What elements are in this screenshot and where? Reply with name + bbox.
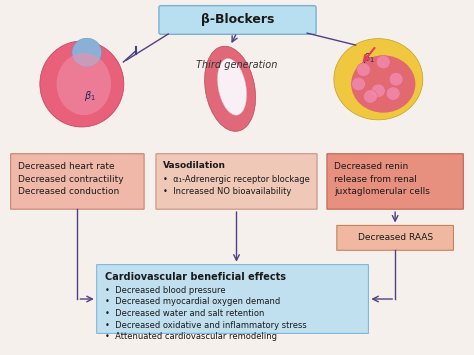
Text: •  α₁-Adrenergic receptor blockage
•  Increased NO bioavailability: • α₁-Adrenergic receptor blockage • Incr… <box>163 175 310 196</box>
Ellipse shape <box>218 59 246 115</box>
FancyBboxPatch shape <box>97 264 368 333</box>
Text: $\beta_1$: $\beta_1$ <box>363 51 374 65</box>
FancyBboxPatch shape <box>327 154 463 209</box>
Ellipse shape <box>40 41 124 127</box>
FancyBboxPatch shape <box>156 154 317 209</box>
Ellipse shape <box>205 46 255 131</box>
Text: $\beta_1$: $\beta_1$ <box>84 89 96 103</box>
Ellipse shape <box>56 53 111 115</box>
Text: Cardiovascular beneficial effects: Cardiovascular beneficial effects <box>105 272 285 282</box>
Circle shape <box>372 84 385 97</box>
Ellipse shape <box>351 55 415 113</box>
FancyBboxPatch shape <box>337 225 454 250</box>
Circle shape <box>356 63 370 76</box>
Circle shape <box>389 72 403 86</box>
Text: Decreased heart rate
Decreased contractility
Decreased conduction: Decreased heart rate Decreased contracti… <box>18 162 123 196</box>
Text: •  Decreased blood pressure
•  Decreased myocardial oxygen demand
•  Decreased w: • Decreased blood pressure • Decreased m… <box>105 286 306 341</box>
FancyBboxPatch shape <box>11 154 144 209</box>
Ellipse shape <box>72 38 101 67</box>
Circle shape <box>352 77 365 91</box>
Text: Decreased renin
release from renal
juxtaglomerular cells: Decreased renin release from renal juxta… <box>334 162 430 196</box>
FancyBboxPatch shape <box>159 6 316 34</box>
Circle shape <box>364 90 377 103</box>
Text: Third generation: Third generation <box>196 60 278 70</box>
Ellipse shape <box>334 39 423 120</box>
Circle shape <box>386 87 400 100</box>
Text: Decreased RAAS: Decreased RAAS <box>357 233 433 242</box>
Circle shape <box>376 55 390 69</box>
Text: Vasodilation: Vasodilation <box>163 162 226 170</box>
Text: β-Blockers: β-Blockers <box>201 13 274 27</box>
